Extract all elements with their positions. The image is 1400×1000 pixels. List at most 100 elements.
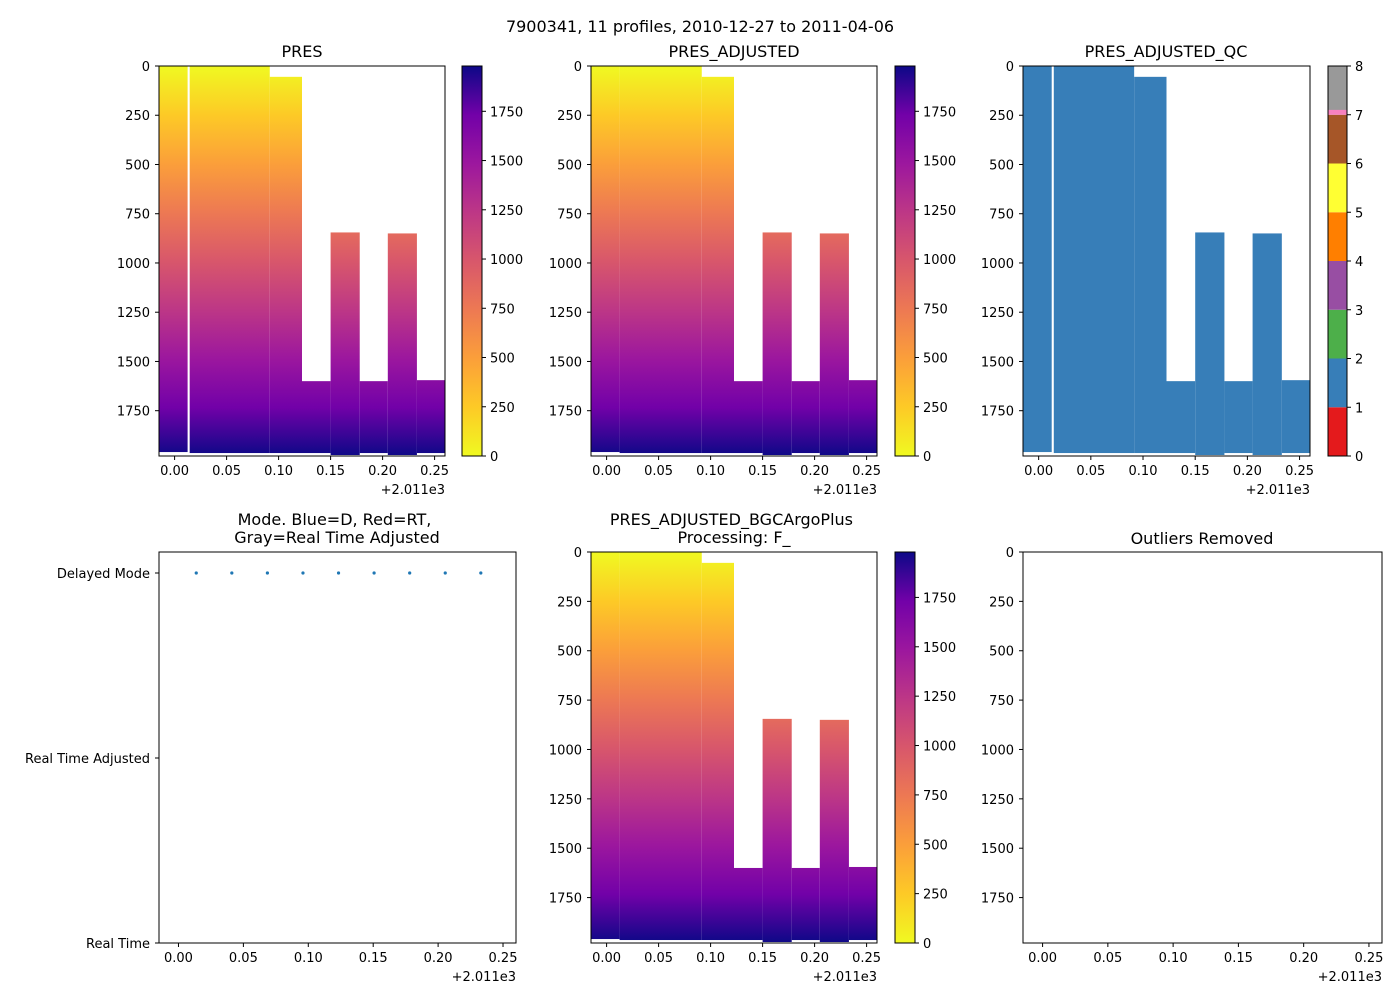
pres-adjusted-profile-2 xyxy=(619,66,702,454)
qc-profile-2 xyxy=(1053,66,1135,454)
pres-adjusted-colorbar-tick-label: 500 xyxy=(923,352,948,367)
pres-adjusted-bgc-colorbar: 0 250 500 750 1000 1250 1500 1750 xyxy=(894,551,956,952)
pres-profile-7 xyxy=(387,233,417,456)
outliers-ytick-label: 250 xyxy=(989,595,1014,610)
mode-point xyxy=(336,571,341,575)
mode-point xyxy=(479,571,483,575)
qc-colorbar-band-2 xyxy=(1328,309,1347,359)
outliers-xtick-label: 0.15 xyxy=(1224,951,1253,966)
qc-xtick-label: 0.10 xyxy=(1129,464,1158,479)
outliers-plot: 0 250 500 750 1000 1250 1500 1750 0.00 0.05 0.10 0.… xyxy=(981,546,1384,985)
bgc-colorbar-gradient xyxy=(895,552,915,943)
pres-adjusted-plot: 0 250 500 750 1000 1250 1500 1750 0.00 0.05 0.10 0.… xyxy=(549,60,881,498)
pres-ytick-label: 1750 xyxy=(117,405,150,420)
qc-colorbar-band-8 xyxy=(1328,66,1347,110)
pres-adjusted-profile-6 xyxy=(791,381,820,454)
qc-xtick-label: 0.15 xyxy=(1181,464,1210,479)
pres-adjusted-x-offset-label: +2.011e3 xyxy=(813,483,877,498)
bgc-ytick-label: 250 xyxy=(557,595,582,610)
qc-colorbar-band-6 xyxy=(1328,114,1347,164)
qc-colorbar-band-0 xyxy=(1328,407,1347,456)
outliers-ytick-label: 0 xyxy=(1006,546,1014,561)
pres-adjusted-profile-1 xyxy=(591,66,620,453)
pres-colorbar-tick-label: 250 xyxy=(490,401,515,416)
pres-adjusted-qc-title: PRES_ADJUSTED_QC xyxy=(1085,42,1248,62)
pres-adjusted-colorbar-tick-label: 1750 xyxy=(923,105,956,120)
qc-profile-3 xyxy=(1134,76,1167,454)
pres-adjusted-ytick-label: 750 xyxy=(557,208,582,223)
pres-profile-2 xyxy=(189,66,270,454)
mode-xtick-label: 0.25 xyxy=(489,951,518,966)
pres-adjusted-colorbar-tick-label: 750 xyxy=(923,302,948,317)
mode-ytick-label: Real Time Adjusted xyxy=(25,752,150,767)
mode-point xyxy=(230,571,234,575)
panel-mode: Delayed Mode Real Time Adjusted Real Time 0… xyxy=(25,510,517,985)
outliers-ytick-label: 1000 xyxy=(981,743,1014,758)
pres-profile-5 xyxy=(330,232,360,456)
bgc-colorbar-frame xyxy=(894,551,916,944)
pres-adjusted-ytick-label: 1750 xyxy=(549,405,582,420)
pres-xtick-label: 0.10 xyxy=(264,464,293,479)
qc-colorbar-band-5 xyxy=(1328,163,1347,213)
pres-axes-frame xyxy=(158,65,446,457)
pres-xtick-label: 0.15 xyxy=(316,464,345,479)
outliers-title: Outliers Removed xyxy=(1131,529,1274,548)
qc-ytick-label: 1750 xyxy=(981,405,1014,420)
qc-colorbar-tick-label: 2 xyxy=(1355,353,1363,368)
qc-colorbar-band-4 xyxy=(1328,212,1347,261)
pres-adjusted-profile-8 xyxy=(848,380,877,454)
pres-adjusted-colorbar-tick-label: 1250 xyxy=(923,204,956,219)
mode-title-line-1: Mode. Blue=D, Red=RT, xyxy=(238,510,432,529)
qc-colorbar: 0 1 2 3 4 5 6 7 8 xyxy=(1327,60,1363,465)
pres-colorbar-gradient xyxy=(462,66,482,456)
outliers-xtick-label: 0.05 xyxy=(1093,951,1122,966)
bgc-profile-1 xyxy=(591,552,620,940)
pres-adjusted-colorbar-tick-label: 250 xyxy=(923,401,948,416)
pres-ytick-label: 750 xyxy=(125,208,150,223)
bgc-colorbar-tick-label: 250 xyxy=(923,888,948,903)
mode-xtick-label: 0.20 xyxy=(424,951,453,966)
mode-point xyxy=(194,571,198,575)
bgc-colorbar-tick-label: 750 xyxy=(923,789,948,804)
mode-ytick-label: Real Time xyxy=(86,937,150,952)
pres-adjusted-profile-3 xyxy=(701,76,734,454)
pres-adjusted-colorbar: 0 250 500 750 1000 1250 1500 1750 xyxy=(894,65,956,465)
pres-adjusted-colorbar-gradient xyxy=(895,66,915,456)
qc-colorbar-tick-label: 8 xyxy=(1355,60,1363,75)
qc-x-offset-label: +2.011e3 xyxy=(1246,483,1310,498)
panel-pres-adjusted-bgc: 0 250 500 750 1000 1250 1500 1750 0.00 0.05 0.10 0.… xyxy=(549,510,956,985)
pres-colorbar-tick-label: 0 xyxy=(490,450,498,465)
qc-profile-6 xyxy=(1224,381,1253,454)
bgc-colorbar-tick-label: 1250 xyxy=(923,690,956,705)
qc-xtick-label: 0.00 xyxy=(1024,464,1053,479)
qc-ytick-label: 1250 xyxy=(981,306,1014,321)
outliers-xtick-label: 0.10 xyxy=(1159,951,1188,966)
pres-adjusted-xtick-label: 0.10 xyxy=(696,464,725,479)
pres-colorbar-tick-label: 1250 xyxy=(490,204,523,219)
pres-x-offset-label: +2.011e3 xyxy=(381,483,445,498)
mode-ytick-label: Delayed Mode xyxy=(57,567,150,582)
mode-xtick-label: 0.05 xyxy=(229,951,258,966)
pres-adjusted-ytick-label: 250 xyxy=(557,109,582,124)
pres-adjusted-ytick-label: 1000 xyxy=(549,257,582,272)
qc-profile-8 xyxy=(1281,380,1310,454)
qc-ytick-label: 1000 xyxy=(981,257,1014,272)
panel-outliers: 0 250 500 750 1000 1250 1500 1750 0.00 0.05 0.10 0.… xyxy=(981,529,1384,985)
outliers-axes-frame xyxy=(1022,551,1383,944)
qc-xtick-label: 0.20 xyxy=(1233,464,1262,479)
mode-point xyxy=(372,571,376,575)
pres-colorbar: 0 250 500 750 1000 1250 1500 1750 xyxy=(461,65,523,465)
bgc-profile-5 xyxy=(762,718,792,943)
mode-xtick-label: 0.10 xyxy=(294,951,323,966)
mode-title: Mode. Blue=D, Red=RT, Gray=Real Time Adj… xyxy=(234,510,440,547)
mode-point xyxy=(443,571,447,575)
pres-ytick-label: 1250 xyxy=(117,306,150,321)
bgc-x-offset-label: +2.011e3 xyxy=(813,970,877,985)
pres-colorbar-tick-label: 1750 xyxy=(490,105,523,120)
qc-ytick-label: 250 xyxy=(989,109,1014,124)
pres-adjusted-bgc-title: PRES_ADJUSTED_BGCArgoPlus Processing: F_ xyxy=(610,510,858,548)
qc-ytick-label: 500 xyxy=(989,158,1014,173)
bgc-title-line-1: PRES_ADJUSTED_BGCArgoPlus xyxy=(610,510,853,530)
mode-point xyxy=(408,571,412,575)
